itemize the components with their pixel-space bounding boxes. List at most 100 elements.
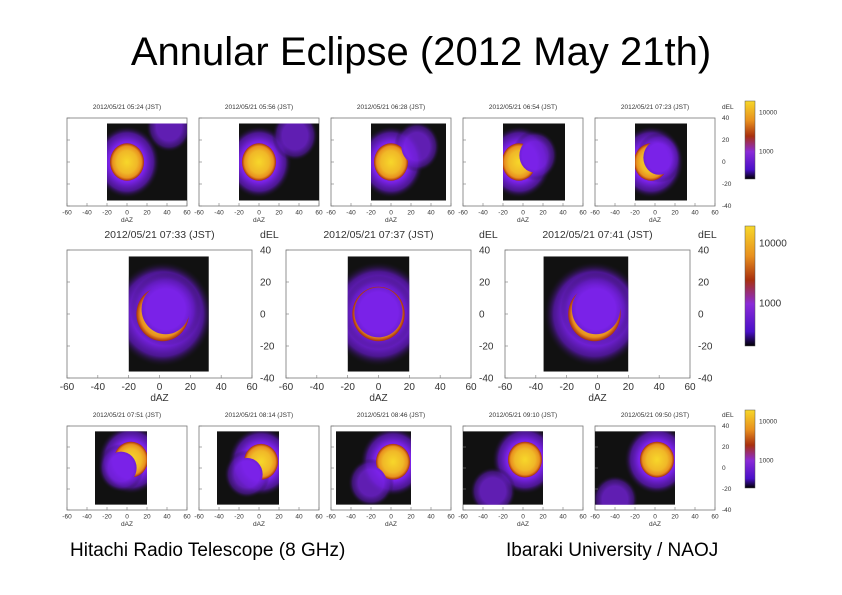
x-tick-label: 0 bbox=[389, 210, 393, 217]
y-tick-label: -20 bbox=[260, 341, 275, 352]
x-tick-label: 60 bbox=[579, 514, 587, 521]
x-tick-label: 0 bbox=[389, 514, 393, 521]
x-tick-label: 40 bbox=[691, 210, 699, 217]
y-tick-label: -40 bbox=[479, 373, 494, 384]
sun-disk bbox=[635, 143, 668, 181]
footer-left: Hitachi Radio Telescope (8 GHz) bbox=[70, 540, 346, 561]
x-tick-label: -20 bbox=[234, 514, 244, 521]
x-axis-label: dAZ bbox=[121, 217, 133, 224]
x-tick-label: 40 bbox=[435, 382, 447, 393]
heatmap-3 bbox=[371, 123, 446, 201]
panel-title: 2012/05/21 07:37 (JST) bbox=[323, 229, 433, 241]
y-axis-label: dEL bbox=[698, 229, 717, 241]
x-axis-label: dAZ bbox=[121, 521, 133, 528]
panel-title: 2012/05/21 08:46 (JST) bbox=[357, 412, 425, 419]
heatmap-9 bbox=[95, 431, 147, 505]
panel-title: 2012/05/21 07:23 (JST) bbox=[621, 104, 689, 111]
panel-title: 2012/05/21 07:51 (JST) bbox=[93, 412, 161, 419]
sun-disk bbox=[376, 443, 410, 480]
x-tick-label: 20 bbox=[275, 210, 283, 217]
y-axis-label: dEL bbox=[722, 104, 734, 111]
x-tick-label: 40 bbox=[559, 210, 567, 217]
x-tick-label: 60 bbox=[447, 514, 455, 521]
sun-disk bbox=[244, 443, 278, 480]
colorbar-tick-label: 1000 bbox=[759, 457, 774, 464]
y-tick-label: 20 bbox=[698, 277, 710, 288]
x-axis-label: dAZ bbox=[588, 393, 606, 404]
y-tick-label: -20 bbox=[722, 486, 732, 493]
x-tick-label: 0 bbox=[653, 514, 657, 521]
y-tick-label: 20 bbox=[722, 444, 730, 451]
x-tick-label: -40 bbox=[91, 382, 106, 393]
x-tick-label: -60 bbox=[279, 382, 294, 393]
x-tick-label: -20 bbox=[121, 382, 136, 393]
x-tick-label: 60 bbox=[711, 210, 719, 217]
x-axis-label: dAZ bbox=[253, 521, 265, 528]
x-tick-label: -60 bbox=[326, 210, 336, 217]
heatmap-1 bbox=[107, 123, 187, 201]
x-tick-label: 20 bbox=[143, 210, 151, 217]
x-tick-label: -40 bbox=[214, 514, 224, 521]
x-tick-label: -40 bbox=[610, 210, 620, 217]
x-tick-label: 40 bbox=[163, 210, 171, 217]
x-tick-label: -40 bbox=[478, 210, 488, 217]
x-tick-label: -40 bbox=[82, 514, 92, 521]
y-tick-label: -40 bbox=[260, 373, 275, 384]
x-tick-label: -20 bbox=[630, 514, 640, 521]
colorbar-tick-label: 1000 bbox=[759, 148, 774, 155]
x-tick-label: 40 bbox=[216, 382, 228, 393]
x-tick-label: -20 bbox=[366, 210, 376, 217]
x-tick-label: 40 bbox=[295, 514, 303, 521]
x-tick-label: -60 bbox=[194, 514, 204, 521]
x-tick-label: 20 bbox=[539, 514, 547, 521]
sun-disk bbox=[508, 441, 542, 478]
x-tick-label: -20 bbox=[559, 382, 574, 393]
x-tick-label: 20 bbox=[275, 514, 283, 521]
y-tick-label: -40 bbox=[698, 373, 713, 384]
heatmap-5 bbox=[635, 123, 687, 201]
y-tick-label: 40 bbox=[479, 245, 491, 256]
colorbar-tick-label: 10000 bbox=[759, 418, 777, 425]
x-tick-label: -60 bbox=[590, 210, 600, 217]
colorbar bbox=[744, 225, 756, 347]
x-tick-label: 0 bbox=[595, 382, 601, 393]
heatmap-12 bbox=[463, 431, 543, 505]
x-axis-label: dAZ bbox=[517, 217, 529, 224]
x-axis-label: dAZ bbox=[649, 521, 661, 528]
colorbar bbox=[744, 100, 756, 180]
x-tick-label: 0 bbox=[653, 210, 657, 217]
x-tick-label: -60 bbox=[62, 514, 72, 521]
x-tick-label: -40 bbox=[310, 382, 325, 393]
moon-halo bbox=[146, 123, 187, 153]
x-tick-label: 0 bbox=[257, 514, 261, 521]
x-tick-label: -40 bbox=[214, 210, 224, 217]
x-tick-label: 0 bbox=[521, 210, 525, 217]
y-tick-label: -40 bbox=[722, 203, 732, 210]
y-tick-label: 40 bbox=[698, 245, 710, 256]
x-tick-label: -40 bbox=[610, 514, 620, 521]
x-tick-label: -20 bbox=[630, 210, 640, 217]
x-tick-label: 20 bbox=[404, 382, 416, 393]
y-tick-label: 0 bbox=[722, 465, 726, 472]
x-tick-label: 0 bbox=[125, 210, 129, 217]
y-tick-label: 20 bbox=[479, 277, 491, 288]
x-tick-label: 0 bbox=[125, 514, 129, 521]
x-tick-label: -20 bbox=[498, 210, 508, 217]
x-axis-label: dAZ bbox=[385, 521, 397, 528]
y-tick-label: -20 bbox=[698, 341, 713, 352]
heatmap-8 bbox=[543, 256, 629, 372]
x-tick-label: 40 bbox=[163, 514, 171, 521]
x-tick-label: -60 bbox=[498, 382, 513, 393]
y-tick-label: -20 bbox=[479, 341, 494, 352]
x-tick-label: -20 bbox=[340, 382, 355, 393]
sun-disk bbox=[374, 143, 408, 181]
heatmap-10 bbox=[217, 431, 279, 505]
x-tick-label: 20 bbox=[671, 210, 679, 217]
slide-title: Annular Eclipse (2012 May 21th) bbox=[130, 30, 712, 74]
sun-disk bbox=[352, 286, 405, 342]
x-tick-label: -60 bbox=[60, 382, 75, 393]
colorbar bbox=[744, 409, 756, 489]
x-tick-label: 20 bbox=[407, 514, 415, 521]
x-tick-label: 60 bbox=[447, 210, 455, 217]
